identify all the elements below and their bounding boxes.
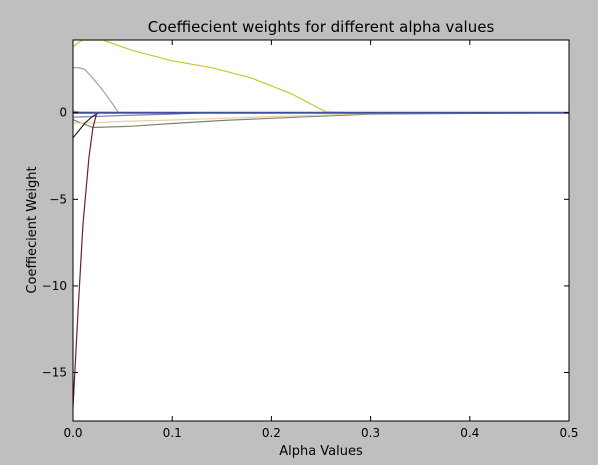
plot-frame: [72, 39, 570, 422]
x-tick-label: 0.3: [361, 426, 380, 440]
plot-area: [73, 40, 569, 421]
x-tick-label: 0.4: [460, 426, 479, 440]
series-line-4: [73, 112, 569, 124]
series-layer: [73, 40, 569, 408]
x-tick-label: 0.1: [163, 426, 182, 440]
series-line-2: [73, 67, 569, 114]
x-ticks: 0.0 0.1 0.2 0.3 0.4 0.5: [63, 40, 579, 440]
series-line-3: [73, 112, 569, 129]
chart-title: Coeffiecient weights for different alpha…: [148, 18, 495, 36]
y-ticks: 0 −5 −10 −15: [42, 106, 569, 380]
y-tick-label: 0: [59, 106, 67, 120]
y-tick-label: −5: [49, 192, 67, 206]
y-tick-label: −10: [42, 279, 67, 293]
y-axis-label: Coeffiecient Weight: [25, 166, 40, 293]
x-tick-label: 0.5: [559, 426, 578, 440]
x-tick-label: 0.0: [63, 426, 82, 440]
x-tick-label: 0.2: [262, 426, 281, 440]
y-tick-label: −15: [42, 366, 67, 380]
x-axis-label: Alpha Values: [279, 444, 363, 459]
